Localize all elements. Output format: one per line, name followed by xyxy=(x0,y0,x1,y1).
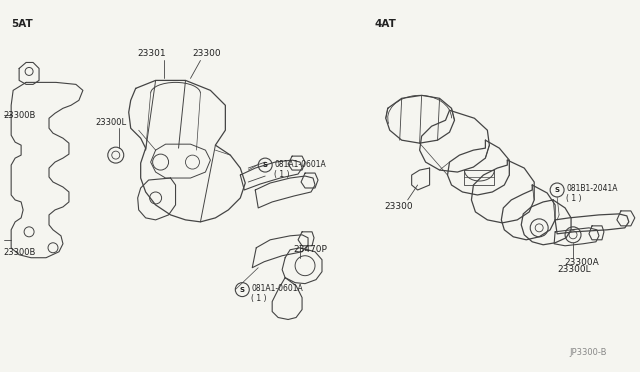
Text: ( 1 ): ( 1 ) xyxy=(274,170,290,179)
Text: 23300: 23300 xyxy=(385,202,413,211)
Text: 23300L: 23300L xyxy=(557,265,591,274)
Text: 23300L: 23300L xyxy=(96,118,127,127)
Text: ( 1 ): ( 1 ) xyxy=(252,294,267,303)
Text: 4AT: 4AT xyxy=(375,19,397,29)
Text: 23300B: 23300B xyxy=(3,111,36,120)
Text: 23300: 23300 xyxy=(193,49,221,58)
Text: ( 1 ): ( 1 ) xyxy=(566,195,582,203)
Text: 081A1-0601A: 081A1-0601A xyxy=(252,284,303,293)
Text: 5AT: 5AT xyxy=(11,19,33,29)
Text: S: S xyxy=(240,286,244,293)
Text: 23300A: 23300A xyxy=(564,258,599,267)
Text: 23470P: 23470P xyxy=(293,245,327,254)
Text: S: S xyxy=(555,187,559,193)
Text: 081B1-2041A: 081B1-2041A xyxy=(566,185,618,193)
Text: JP3300-B: JP3300-B xyxy=(569,348,607,357)
Text: 23300B: 23300B xyxy=(3,248,36,257)
Text: 23301: 23301 xyxy=(138,49,166,58)
Text: S: S xyxy=(262,162,268,168)
Text: 081A1-0601A: 081A1-0601A xyxy=(274,160,326,169)
